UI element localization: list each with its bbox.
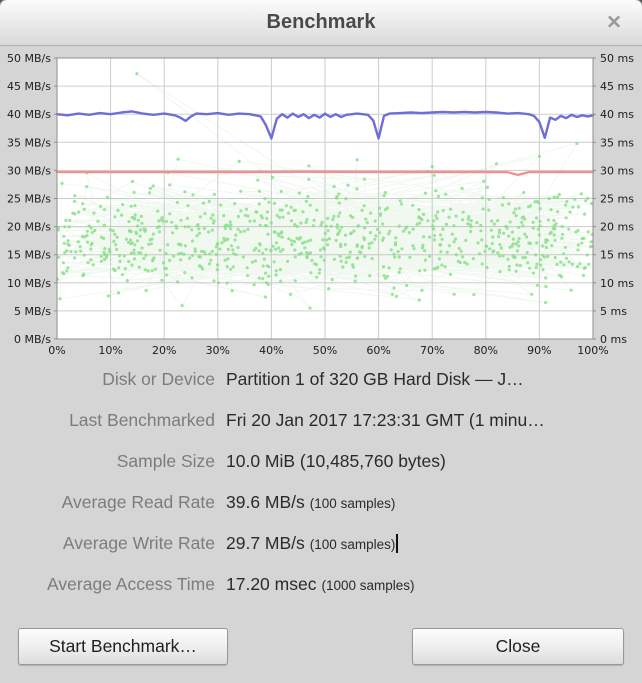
access-time-label: Average Access Time [47,574,215,594]
detail-row-disk: Disk or Device Partition 1 of 320 GB Har… [0,369,642,410]
svg-text:5 ms: 5 ms [600,305,627,318]
start-benchmark-button[interactable]: Start Benchmark… [18,628,228,665]
text-cursor [396,534,399,553]
svg-text:10 ms: 10 ms [600,277,634,290]
svg-text:25 ms: 25 ms [600,193,634,206]
svg-text:20%: 20% [152,344,176,357]
svg-text:30 ms: 30 ms [600,164,634,177]
action-bar: Start Benchmark… Close [0,615,642,665]
close-button[interactable]: Close [412,628,624,665]
svg-text:50%: 50% [313,344,337,357]
svg-text:0%: 0% [48,344,65,357]
access-time-samples: (1000 samples) [321,578,415,593]
svg-text:50 MB/s: 50 MB/s [7,52,51,65]
svg-text:0 ms: 0 ms [600,333,627,346]
disk-label: Disk or Device [102,369,215,389]
last-benchmarked-label: Last Benchmarked [69,410,215,430]
svg-text:90%: 90% [527,344,551,357]
svg-text:30%: 30% [206,344,230,357]
svg-text:45 ms: 45 ms [600,80,634,93]
svg-text:20 MB/s: 20 MB/s [7,221,51,234]
svg-text:40%: 40% [259,344,283,357]
svg-text:25 MB/s: 25 MB/s [7,193,51,206]
titlebar: Benchmark ✕ [0,0,642,46]
detail-row-sample-size: Sample Size 10.0 MiB (10,485,760 bytes) [0,451,642,492]
detail-row-last-benchmarked: Last Benchmarked Fri 20 Jan 2017 17:23:3… [0,410,642,451]
svg-text:35 MB/s: 35 MB/s [7,136,51,149]
svg-text:15 ms: 15 ms [600,249,634,262]
read-rate-value: 39.6 MB/s (100 samples) [226,492,396,512]
detail-row-access-time: Average Access Time 17.20 msec (1000 samp… [0,574,642,615]
sample-size-value: 10.0 MiB (10,485,760 bytes) [226,451,446,471]
svg-text:45 MB/s: 45 MB/s [7,80,51,93]
detail-row-read-rate: Average Read Rate 39.6 MB/s (100 samples) [0,492,642,533]
svg-text:60%: 60% [366,344,390,357]
sample-size-label: Sample Size [116,451,215,471]
svg-text:10%: 10% [98,344,122,357]
svg-text:0 MB/s: 0 MB/s [14,333,51,346]
svg-text:5 MB/s: 5 MB/s [14,305,51,318]
read-rate-label: Average Read Rate [61,492,215,512]
write-rate-samples: (100 samples) [309,537,396,552]
close-icon[interactable]: ✕ [606,12,622,33]
svg-text:35 ms: 35 ms [600,136,634,149]
svg-text:20 ms: 20 ms [600,221,634,234]
svg-text:10 MB/s: 10 MB/s [7,277,51,290]
svg-text:30 MB/s: 30 MB/s [7,164,51,177]
access-time-value: 17.20 msec (1000 samples) [226,574,415,594]
svg-text:15 MB/s: 15 MB/s [7,249,51,262]
svg-text:100%: 100% [577,344,608,357]
svg-text:40 MB/s: 40 MB/s [7,108,51,121]
svg-text:70%: 70% [420,344,444,357]
write-rate-value: 29.7 MB/s (100 samples) [226,533,399,554]
svg-text:50 ms: 50 ms [600,52,634,65]
svg-text:80%: 80% [474,344,498,357]
benchmark-details: Disk or Device Partition 1 of 320 GB Har… [0,361,642,615]
svg-text:40 ms: 40 ms [600,108,634,121]
last-benchmarked-value: Fri 20 Jan 2017 17:23:31 GMT (1 minu… [226,410,545,430]
benchmark-chart: 0 MB/s 0 ms 5 MB/s 5 ms 10 MB/s 10 ms 15 MB/s 1… [7,52,634,357]
read-rate-samples: (100 samples) [309,496,396,511]
detail-row-write-rate: Average Write Rate 29.7 MB/s (100 samples… [0,533,642,574]
disk-value: Partition 1 of 320 GB Hard Disk — J… [226,369,524,389]
write-rate-label: Average Write Rate [62,533,215,553]
chart-area: 0 MB/s 0 ms 5 MB/s 5 ms 10 MB/s 10 ms 15 MB/s 1… [0,46,642,361]
window-title: Benchmark [266,11,376,33]
